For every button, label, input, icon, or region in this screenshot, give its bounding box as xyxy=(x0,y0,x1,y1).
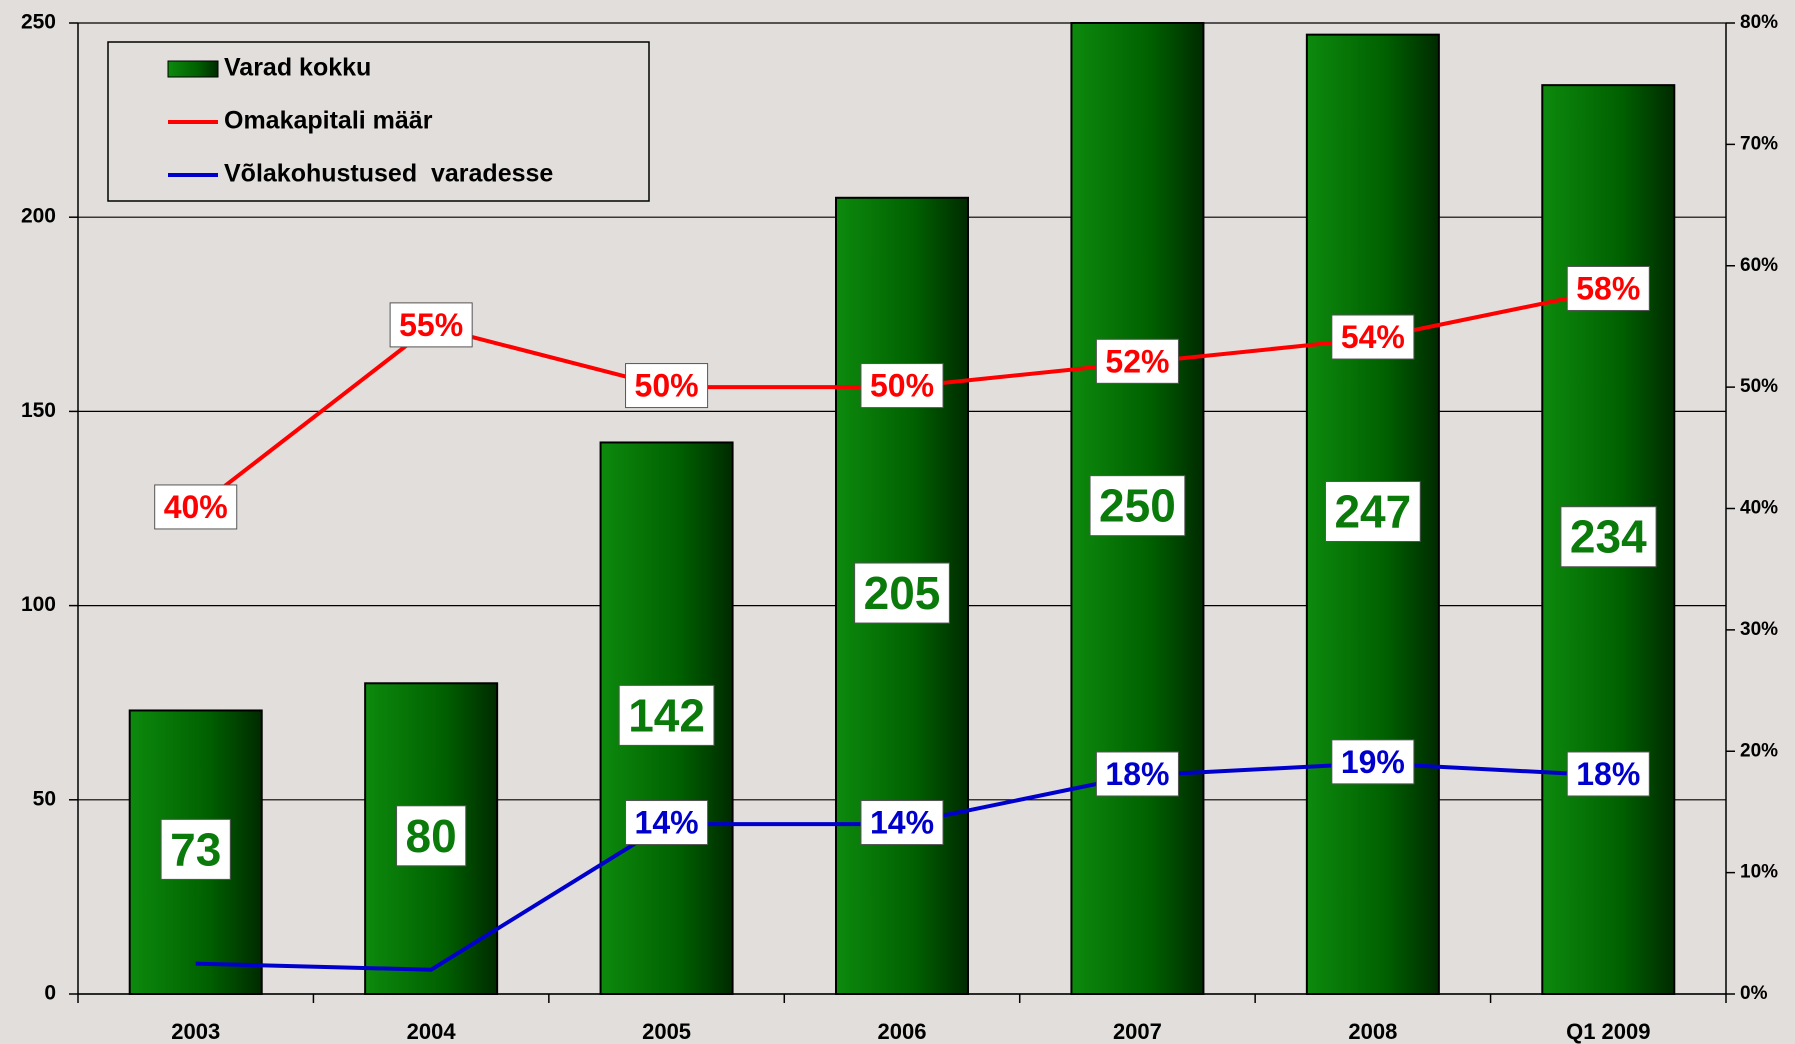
line-value-label: 14% xyxy=(870,805,934,841)
line-value-label: 40% xyxy=(164,489,228,525)
x-tick-label: Q1 2009 xyxy=(1566,1019,1650,1044)
bar-value-label: 247 xyxy=(1334,485,1411,537)
bar-value-label: 205 xyxy=(864,567,941,619)
bar-value-label: 73 xyxy=(170,823,221,875)
x-tick-label: 2008 xyxy=(1348,1019,1397,1044)
y-tick-label: 250 xyxy=(21,11,56,34)
x-tick-label: 2006 xyxy=(878,1019,927,1044)
bar-value-label: 234 xyxy=(1570,511,1647,563)
bar-value-label: 250 xyxy=(1099,480,1176,532)
legend-label: Võlakohustused varadesse xyxy=(224,160,553,188)
line-value-label: 58% xyxy=(1576,270,1640,306)
x-tick-label: 2007 xyxy=(1113,1019,1162,1044)
x-tick-label: 2005 xyxy=(642,1019,691,1044)
y2-tick-label: 50% xyxy=(1740,376,1778,397)
y2-tick-label: 20% xyxy=(1740,740,1778,761)
chart: 0 50 100 150 200 250 0% 10% 20% 30% 40% 50% 60% 70% 80… xyxy=(0,0,1795,1044)
legend-swatch xyxy=(168,61,218,77)
y2-tick-label: 70% xyxy=(1740,133,1778,154)
line-value-label: 19% xyxy=(1341,744,1405,780)
y2-tick-label: 0% xyxy=(1740,983,1768,1004)
x-tick-label: 2003 xyxy=(171,1019,220,1044)
line-value-label: 14% xyxy=(635,805,699,841)
y2-tick-label: 60% xyxy=(1740,255,1778,276)
y-tick-label: 50 xyxy=(33,787,56,810)
y-tick-label: 100 xyxy=(21,593,56,616)
line-value-label: 18% xyxy=(1105,756,1169,792)
y2-tick-label: 30% xyxy=(1740,619,1778,640)
y2-tick-label: 80% xyxy=(1740,12,1778,33)
bar-value-label: 142 xyxy=(628,689,705,741)
y-tick-label: 200 xyxy=(21,205,56,228)
line-value-label: 55% xyxy=(399,307,463,343)
bar-value-label: 80 xyxy=(406,810,457,862)
line-value-label: 54% xyxy=(1341,319,1405,355)
line-value-label: 50% xyxy=(870,368,934,404)
x-tick-label: 2004 xyxy=(407,1019,457,1044)
y2-tick-label: 40% xyxy=(1740,498,1778,519)
y2-tick-label: 10% xyxy=(1740,862,1778,883)
y-tick-label: 0 xyxy=(44,982,56,1005)
legend-label: Varad kokku xyxy=(224,54,371,82)
line-value-label: 50% xyxy=(635,368,699,404)
y-tick-label: 150 xyxy=(21,399,56,422)
line-value-label: 52% xyxy=(1105,343,1169,379)
legend-label: Omakapitali määr xyxy=(224,107,433,135)
line-value-label: 18% xyxy=(1576,756,1640,792)
